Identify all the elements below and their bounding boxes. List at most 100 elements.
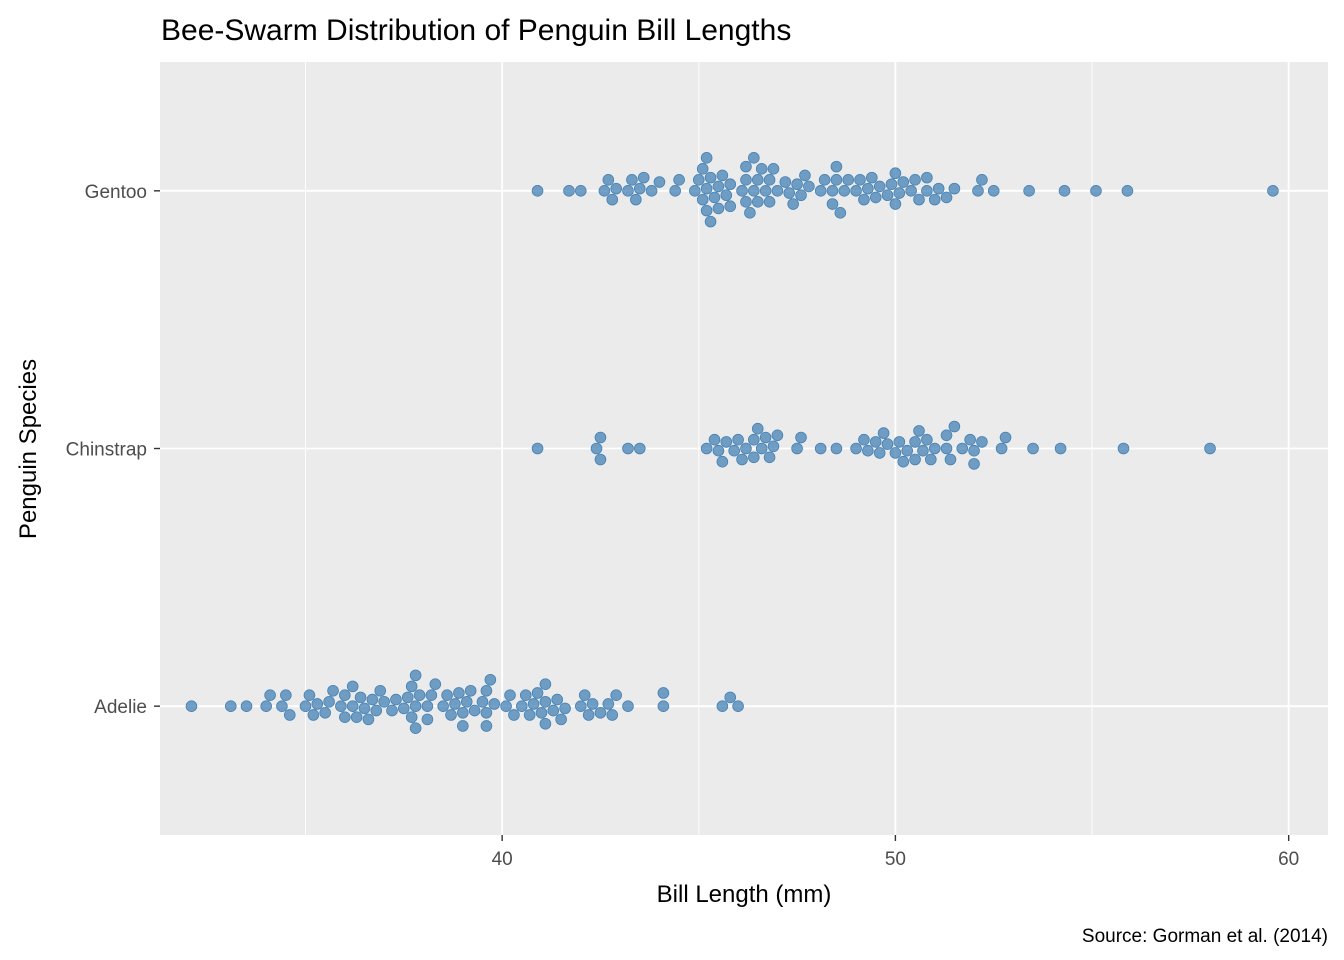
point-adelie bbox=[346, 700, 359, 712]
point-adelie bbox=[602, 698, 615, 710]
point-adelie bbox=[390, 693, 402, 706]
point-gentoo bbox=[708, 191, 721, 204]
point-gentoo bbox=[893, 187, 906, 199]
point-adelie bbox=[425, 689, 438, 701]
point-gentoo bbox=[866, 171, 878, 184]
point-adelie bbox=[610, 689, 622, 701]
point-gentoo bbox=[869, 191, 882, 204]
point-adelie bbox=[484, 673, 497, 686]
point-chinstrap bbox=[968, 444, 980, 457]
point-gentoo bbox=[610, 182, 622, 195]
point-adelie bbox=[413, 689, 426, 701]
point-chinstrap bbox=[814, 442, 827, 455]
point-chinstrap bbox=[795, 431, 807, 444]
point-gentoo bbox=[830, 160, 843, 173]
point-chinstrap bbox=[728, 444, 740, 457]
point-gentoo bbox=[787, 198, 799, 210]
point-gentoo bbox=[598, 185, 611, 197]
point-gentoo bbox=[862, 182, 874, 195]
point-gentoo bbox=[889, 198, 902, 210]
point-gentoo bbox=[606, 193, 619, 206]
point-gentoo bbox=[921, 171, 933, 184]
point-gentoo bbox=[563, 185, 575, 197]
point-gentoo bbox=[669, 185, 681, 197]
point-gentoo bbox=[704, 215, 717, 228]
point-gentoo bbox=[1121, 185, 1134, 197]
point-adelie bbox=[480, 706, 493, 719]
point-adelie bbox=[574, 700, 587, 712]
point-adelie bbox=[445, 709, 457, 721]
point-gentoo bbox=[803, 180, 815, 193]
point-adelie bbox=[559, 702, 571, 715]
point-adelie bbox=[374, 684, 387, 697]
x-axis-title: Bill Length (mm) bbox=[657, 881, 832, 908]
point-gentoo bbox=[531, 185, 544, 197]
point-adelie bbox=[311, 698, 324, 710]
point-gentoo bbox=[740, 160, 752, 173]
point-adelie bbox=[539, 717, 552, 730]
point-gentoo bbox=[700, 182, 713, 195]
point-adelie bbox=[264, 689, 276, 701]
point-adelie bbox=[405, 711, 418, 723]
point-gentoo bbox=[763, 196, 776, 208]
point-chinstrap bbox=[736, 453, 748, 466]
point-chinstrap bbox=[767, 440, 780, 453]
point-adelie bbox=[299, 700, 312, 712]
point-adelie bbox=[260, 700, 272, 712]
point-gentoo bbox=[834, 207, 847, 219]
point-adelie bbox=[335, 700, 347, 712]
point-adelie bbox=[578, 689, 591, 701]
point-chinstrap bbox=[940, 429, 953, 442]
point-gentoo bbox=[881, 189, 894, 202]
point-adelie bbox=[346, 680, 359, 693]
point-gentoo bbox=[712, 202, 725, 215]
y-tick-label: Adelie bbox=[94, 697, 147, 718]
point-adelie bbox=[500, 700, 512, 712]
point-adelie bbox=[555, 713, 567, 726]
point-chinstrap bbox=[917, 444, 929, 457]
point-chinstrap bbox=[594, 431, 607, 444]
point-adelie bbox=[354, 691, 367, 704]
point-chinstrap bbox=[633, 442, 646, 455]
point-gentoo bbox=[630, 193, 642, 206]
point-adelie bbox=[441, 689, 453, 701]
point-gentoo bbox=[921, 185, 933, 197]
y-axis-title: Penguin Species bbox=[15, 359, 42, 539]
point-adelie bbox=[319, 706, 331, 719]
point-adelie bbox=[457, 720, 469, 732]
point-gentoo bbox=[645, 185, 658, 197]
point-adelie bbox=[724, 691, 737, 704]
point-gentoo bbox=[814, 185, 827, 197]
point-adelie bbox=[280, 689, 292, 701]
point-chinstrap bbox=[964, 433, 976, 446]
point-adelie bbox=[531, 687, 544, 699]
point-gentoo bbox=[1058, 185, 1071, 197]
point-adelie bbox=[539, 695, 552, 708]
point-adelie bbox=[362, 713, 375, 726]
point-adelie bbox=[409, 700, 422, 712]
point-chinstrap bbox=[1027, 442, 1039, 455]
point-gentoo bbox=[637, 171, 650, 184]
point-chinstrap bbox=[873, 447, 886, 459]
point-adelie bbox=[504, 689, 516, 701]
point-gentoo bbox=[653, 176, 666, 188]
point-adelie bbox=[240, 700, 253, 712]
point-adelie bbox=[283, 709, 296, 721]
point-gentoo bbox=[767, 163, 780, 175]
point-chinstrap bbox=[909, 436, 921, 448]
point-gentoo bbox=[748, 185, 760, 197]
point-chinstrap bbox=[712, 444, 725, 457]
point-chinstrap bbox=[622, 442, 634, 455]
point-gentoo bbox=[740, 196, 752, 208]
point-chinstrap bbox=[913, 425, 925, 437]
point-chinstrap bbox=[751, 422, 764, 435]
point-gentoo bbox=[885, 178, 898, 191]
point-chinstrap bbox=[956, 442, 969, 455]
point-gentoo bbox=[748, 152, 760, 164]
point-adelie bbox=[307, 709, 320, 721]
point-adelie bbox=[185, 700, 198, 712]
point-adelie bbox=[527, 698, 540, 710]
point-gentoo bbox=[1023, 185, 1035, 197]
point-chinstrap bbox=[740, 442, 752, 455]
